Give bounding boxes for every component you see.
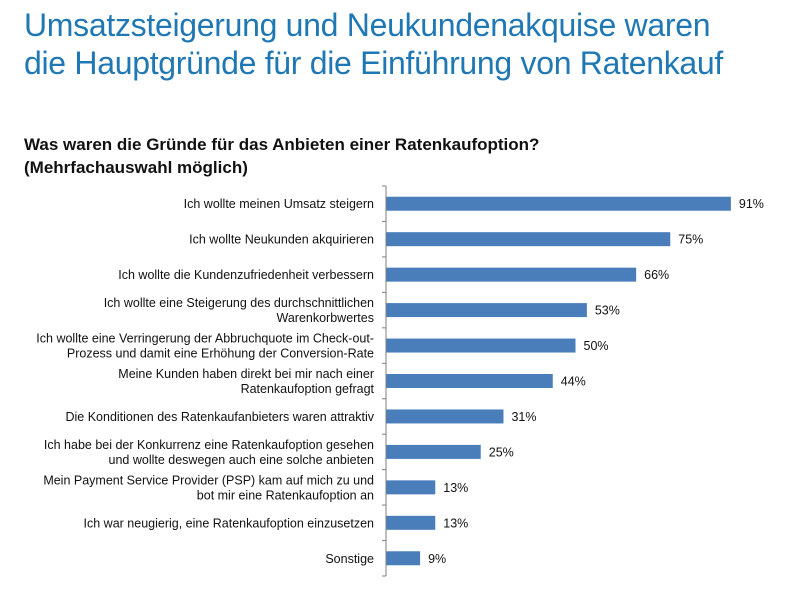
category-label: Ich habe bei der Konkurrenz eine Ratenka… bbox=[44, 438, 374, 467]
value-label: 75% bbox=[678, 233, 703, 247]
category-axis bbox=[382, 185, 387, 577]
category-label: Mein Payment Service Provider (PSP) kam … bbox=[43, 473, 374, 502]
page-title-line-2: die Hauptgründe für die Einführung von R… bbox=[24, 45, 723, 81]
page-title-line-1: Umsatzsteigerung und Neukundenakquise wa… bbox=[24, 7, 711, 43]
category-label-line: Ich wollte Neukunden akquirieren bbox=[189, 233, 374, 247]
category-label-line: Ich habe bei der Konkurrenz eine Ratenka… bbox=[44, 438, 374, 452]
category-label-line: Ich wollte meinen Umsatz steigern bbox=[184, 197, 374, 211]
category-label-line: bot mir eine Ratenkaufoption an bbox=[197, 488, 374, 502]
bar bbox=[386, 196, 731, 211]
category-label: Ich wollte Neukunden akquirieren bbox=[189, 233, 374, 247]
category-label-line: Ich wollte eine Verringerung der Abbruch… bbox=[36, 332, 374, 346]
bar bbox=[386, 551, 421, 566]
category-label-line: und wollte deswegen auch eine solche anb… bbox=[109, 453, 375, 467]
category-label-line: Ratenkaufoption gefragt bbox=[241, 382, 375, 396]
category-label: Sonstige bbox=[325, 552, 374, 566]
category-label: Ich wollte meinen Umsatz steigern bbox=[184, 197, 374, 211]
survey-question: Was waren die Gründe für das Anbieten ei… bbox=[24, 133, 784, 179]
category-label: Ich war neugierig, eine Ratenkaufoption … bbox=[84, 516, 375, 530]
survey-question-line-1: Was waren die Gründe für das Anbieten ei… bbox=[24, 135, 540, 154]
category-label-line: Ich wollte die Kundenzufriedenheit verbe… bbox=[118, 268, 374, 282]
category-label: Ich wollte eine Verringerung der Abbruch… bbox=[36, 332, 374, 361]
value-label: 91% bbox=[739, 197, 764, 211]
value-label: 9% bbox=[428, 552, 446, 566]
bars-layer bbox=[386, 196, 731, 566]
bar bbox=[386, 338, 576, 353]
category-label-line: Die Konditionen des Ratenkaufanbieters w… bbox=[65, 410, 374, 424]
value-label: 13% bbox=[443, 516, 468, 530]
category-label-line: Meine Kunden haben direkt bei mir nach e… bbox=[118, 367, 374, 381]
category-label: Ich wollte eine Steigerung des durchschn… bbox=[104, 296, 374, 325]
value-label: 13% bbox=[443, 481, 468, 495]
value-labels-layer: 91% 75% 66% 53% 50% 44% 31% 25% 13% 13% 9% bbox=[428, 197, 764, 566]
category-label: Meine Kunden haben direkt bei mir nach e… bbox=[118, 367, 374, 396]
value-label: 25% bbox=[489, 445, 514, 459]
value-label: 66% bbox=[644, 268, 669, 282]
category-label: Ich wollte die Kundenzufriedenheit verbe… bbox=[118, 268, 374, 282]
category-label-line: Sonstige bbox=[325, 552, 374, 566]
value-label: 53% bbox=[595, 304, 620, 318]
bar bbox=[386, 374, 553, 388]
category-labels-layer: Ich wollte meinen Umsatz steigern Ich wol… bbox=[36, 197, 374, 566]
survey-question-line-2: (Mehrfachauswahl möglich) bbox=[24, 158, 248, 177]
value-label: 44% bbox=[561, 375, 586, 389]
value-label: 31% bbox=[511, 410, 536, 424]
category-label-line: Ich war neugierig, eine Ratenkaufoption … bbox=[84, 516, 375, 530]
category-label-line: Prozess und damit eine Erhöhung der Conv… bbox=[67, 347, 374, 361]
page-title: Umsatzsteigerung und Neukundenakquise wa… bbox=[24, 6, 794, 82]
value-label: 50% bbox=[584, 339, 609, 353]
bar bbox=[386, 303, 587, 318]
category-label-line: Warenkorbwertes bbox=[277, 311, 375, 325]
bar bbox=[386, 480, 436, 495]
category-label: Die Konditionen des Ratenkaufanbieters w… bbox=[65, 410, 374, 424]
bar bbox=[386, 515, 436, 530]
bar bbox=[386, 267, 637, 282]
bar bbox=[386, 409, 504, 424]
category-label-line: Ich wollte eine Steigerung des durchschn… bbox=[104, 296, 374, 310]
bar bbox=[386, 444, 481, 459]
bar bbox=[386, 232, 671, 247]
category-label-line: Mein Payment Service Provider (PSP) kam … bbox=[43, 473, 374, 487]
